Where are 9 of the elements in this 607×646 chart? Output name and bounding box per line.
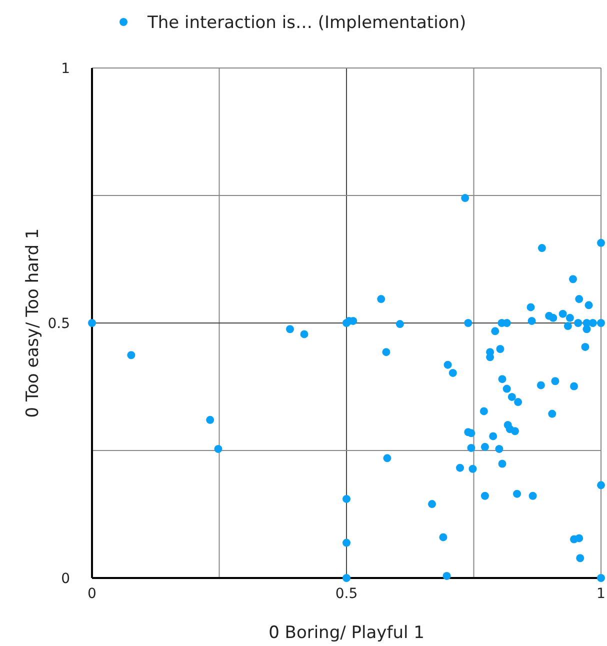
y-tick-label: 0.5 xyxy=(48,316,70,332)
x-tick-label: 1 xyxy=(596,586,606,602)
y-tick-label: 0 xyxy=(61,571,70,587)
x-tick-label: 0 xyxy=(88,586,96,602)
legend-label: The interaction is… (Implementation) xyxy=(146,13,466,33)
x-axis-title: 0 Boring/ Playful 1 xyxy=(268,623,424,643)
y-tick-label: 1 xyxy=(61,61,70,77)
x-tick-label: 0.5 xyxy=(335,586,358,602)
y-axis-title: 0 Too easy/ Too hard 1 xyxy=(23,228,43,418)
